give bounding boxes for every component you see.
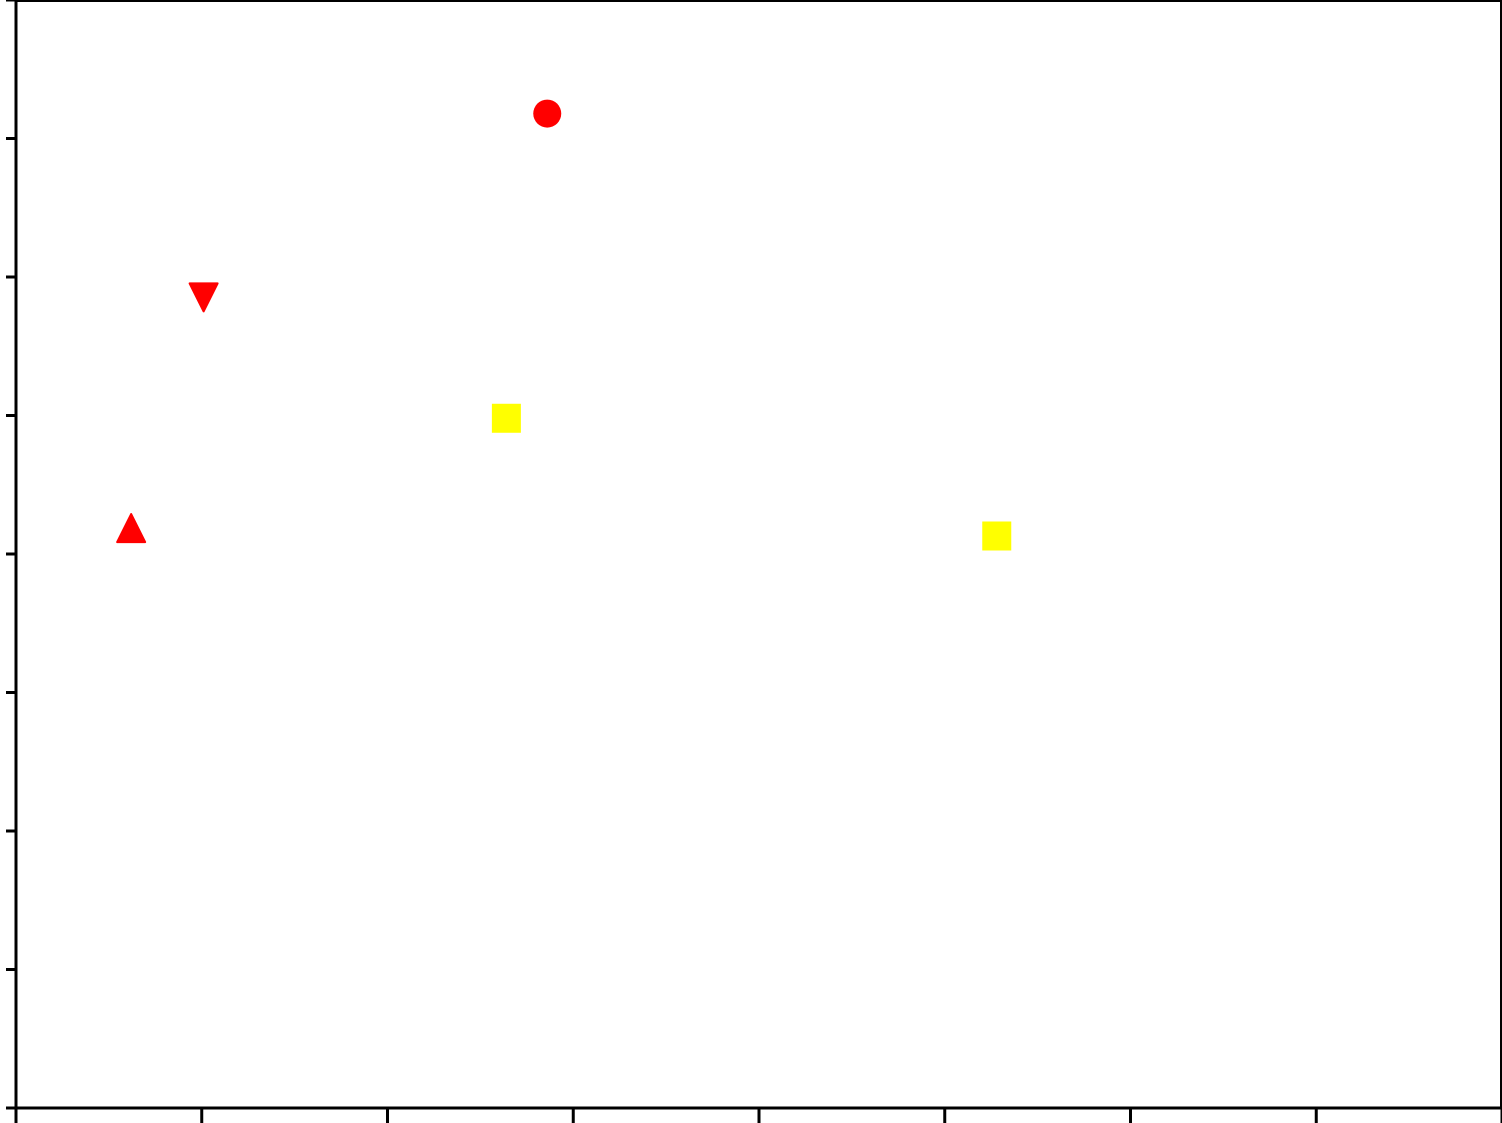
data-point-triangle-up — [116, 513, 147, 544]
data-point-circle — [533, 99, 562, 128]
data-point-square — [491, 403, 521, 433]
data-points — [116, 99, 1012, 551]
axes — [6, 0, 1502, 1123]
data-point-triangle-down — [188, 282, 219, 313]
data-point-square — [982, 521, 1012, 551]
